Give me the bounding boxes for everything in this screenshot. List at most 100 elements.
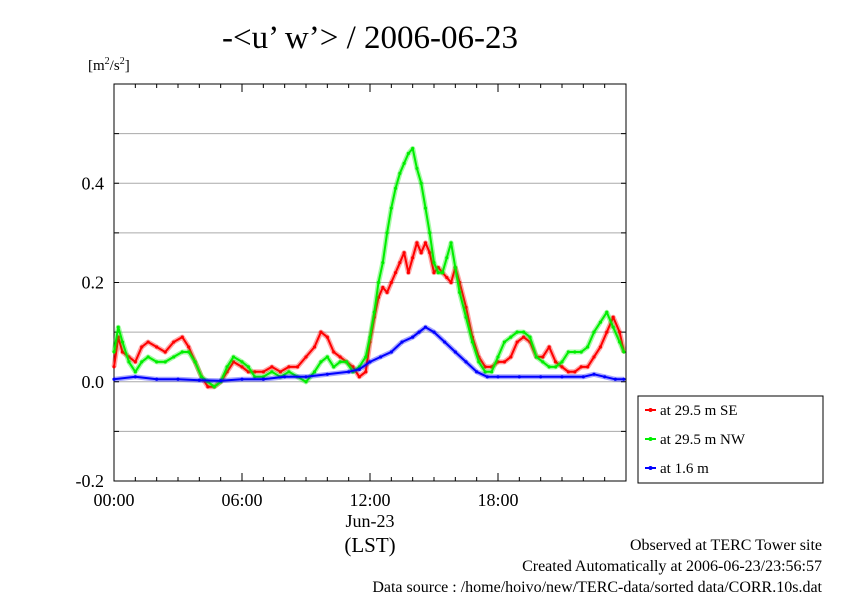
data-point (547, 365, 551, 369)
data-point (406, 151, 410, 156)
data-point (622, 350, 626, 354)
data-point (528, 335, 532, 339)
data-point (534, 355, 539, 359)
data-point (428, 251, 432, 255)
data-point (541, 355, 545, 359)
data-point (496, 375, 500, 379)
data-point (598, 345, 603, 349)
y-unit-sup2: 2 (120, 56, 125, 67)
x-axis-label: (LST) (344, 533, 395, 557)
data-point (112, 377, 116, 381)
data-point (423, 325, 428, 329)
legend-marker (648, 437, 653, 441)
data-point (432, 270, 436, 275)
data-point (400, 340, 404, 344)
data-point (368, 335, 372, 339)
data-point (515, 330, 519, 334)
data-point (357, 367, 361, 371)
legend-label: at 29.5 m NW (660, 432, 746, 448)
data-point (187, 345, 191, 349)
data-point (319, 360, 323, 364)
data-point (618, 340, 622, 344)
data-point (449, 241, 453, 245)
data-point (140, 345, 144, 349)
data-point (187, 350, 191, 354)
data-point (581, 375, 585, 379)
data-point (287, 365, 291, 369)
data-point (560, 360, 564, 364)
x-tick-label: 06:00 (221, 490, 262, 510)
data-point (483, 365, 487, 369)
y-tick-label: 0.2 (82, 273, 105, 293)
data-point (379, 355, 383, 359)
data-point (611, 315, 615, 319)
legend-box (637, 395, 824, 484)
data-point (283, 375, 287, 379)
data-point (344, 360, 349, 364)
data-point (423, 241, 428, 245)
data-point (381, 261, 385, 265)
data-point (432, 261, 436, 265)
data-point (133, 370, 137, 374)
data-point (127, 360, 131, 364)
data-point (541, 360, 545, 364)
legend: at 29.5 m SE at 29.5 m NW at 1.6 m (645, 403, 746, 477)
data-point (240, 377, 244, 381)
data-point (449, 280, 453, 285)
data-point (240, 365, 244, 369)
data-point (312, 370, 317, 374)
data-point (389, 280, 393, 285)
legend-marker (648, 408, 653, 412)
data-point (566, 370, 571, 374)
x-tick-label: 18:00 (477, 490, 518, 510)
data-point (464, 315, 468, 319)
data-point (385, 290, 389, 295)
data-point (539, 375, 543, 379)
data-point (163, 350, 167, 354)
data-point (573, 350, 577, 354)
data-point (496, 355, 500, 359)
data-point (394, 270, 398, 275)
data-point (406, 270, 410, 275)
data-point (278, 370, 282, 374)
data-point (483, 370, 487, 374)
data-point (120, 340, 125, 344)
data-point (464, 305, 468, 309)
data-point (332, 350, 336, 354)
data-point (199, 375, 204, 379)
data-point (197, 378, 201, 382)
data-point (445, 275, 449, 280)
data-point (464, 360, 468, 364)
data-point (502, 340, 506, 344)
data-point (155, 377, 159, 381)
data-point (112, 350, 116, 354)
data-point (325, 355, 329, 359)
data-point (618, 330, 622, 334)
y-tick-label: -0.2 (76, 471, 105, 491)
legend-label: at 29.5 m SE (660, 403, 738, 419)
legend-marker (648, 466, 653, 470)
data-point (172, 340, 176, 344)
y-unit-label: [m2/s2] (88, 56, 130, 74)
data-point (566, 350, 571, 354)
x-axis: 00:00 06:00 12:00 18:00 (93, 84, 606, 510)
data-point (212, 385, 216, 389)
data-point (417, 330, 421, 334)
data-point (579, 350, 583, 354)
data-point (225, 365, 229, 369)
data-point (605, 310, 609, 314)
y-axis: -0.2 0.0 0.2 0.4 (76, 133, 626, 491)
footer-line-3: Data source : /home/hoivo/new/TERC-data/… (372, 579, 822, 595)
data-point (477, 360, 481, 364)
y-tick-label: 0.4 (82, 173, 105, 193)
data-point (163, 360, 167, 364)
data-point (560, 375, 564, 379)
data-point (231, 355, 236, 359)
data-point (432, 330, 436, 334)
data-point (206, 385, 210, 389)
data-point (402, 161, 406, 165)
data-point (592, 372, 596, 376)
data-point (560, 365, 564, 369)
data-point (586, 345, 590, 349)
data-point (554, 365, 558, 369)
